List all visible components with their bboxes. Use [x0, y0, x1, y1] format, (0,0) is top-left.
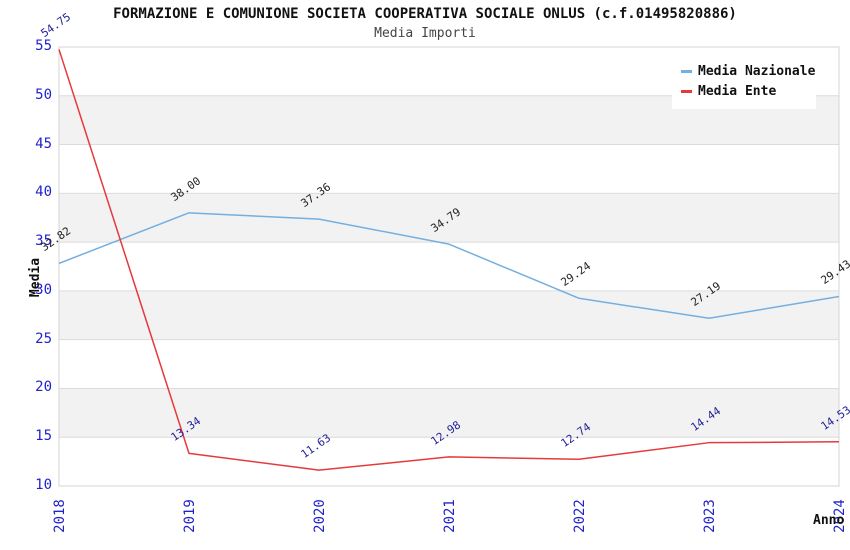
- band: [59, 388, 839, 438]
- chart-title: FORMAZIONE E COMUNIONE SOCIETA COOPERATI…: [113, 6, 737, 22]
- chart-subtitle: Media Importi: [374, 26, 476, 41]
- legend-label: Media Nazionale: [698, 63, 816, 79]
- y-axis-title: Media: [28, 257, 44, 298]
- x-tick-label: 2023: [702, 499, 718, 533]
- legend-label: Media Ente: [698, 83, 777, 99]
- y-tick-label: 35: [35, 233, 52, 250]
- band: [59, 193, 839, 243]
- y-tick-label: 15: [35, 428, 52, 445]
- series-line-media-nazionale: [58, 212, 840, 320]
- band: [59, 290, 839, 340]
- x-tick-label: 2021: [442, 499, 458, 533]
- legend-item: Media Nazionale: [674, 61, 816, 81]
- x-tick-label: 2019: [182, 499, 198, 533]
- y-tick-label: 25: [35, 330, 52, 347]
- plot-border: [58, 46, 840, 487]
- y-tick-label: 55: [35, 38, 52, 54]
- legend-line-marker: [681, 89, 692, 93]
- y-tick-label: 30: [35, 281, 52, 298]
- y-tick-label: 20: [35, 379, 52, 396]
- x-axis-title: Anno: [813, 513, 845, 528]
- x-tick-label: 2018: [52, 499, 68, 533]
- y-tick-label: 40: [35, 184, 52, 201]
- y-tick-label: 10: [35, 477, 52, 493]
- x-tick-label: 2022: [572, 499, 588, 533]
- legend-item: Media Ente: [674, 81, 814, 101]
- series-line-media-ente: [58, 49, 840, 471]
- x-tick-label: 2020: [312, 499, 328, 533]
- y-tick-label: 45: [35, 135, 52, 152]
- legend-line-marker: [681, 69, 692, 73]
- legend: Media Nazionale Media Ente: [672, 55, 816, 109]
- y-tick-label: 50: [35, 86, 52, 103]
